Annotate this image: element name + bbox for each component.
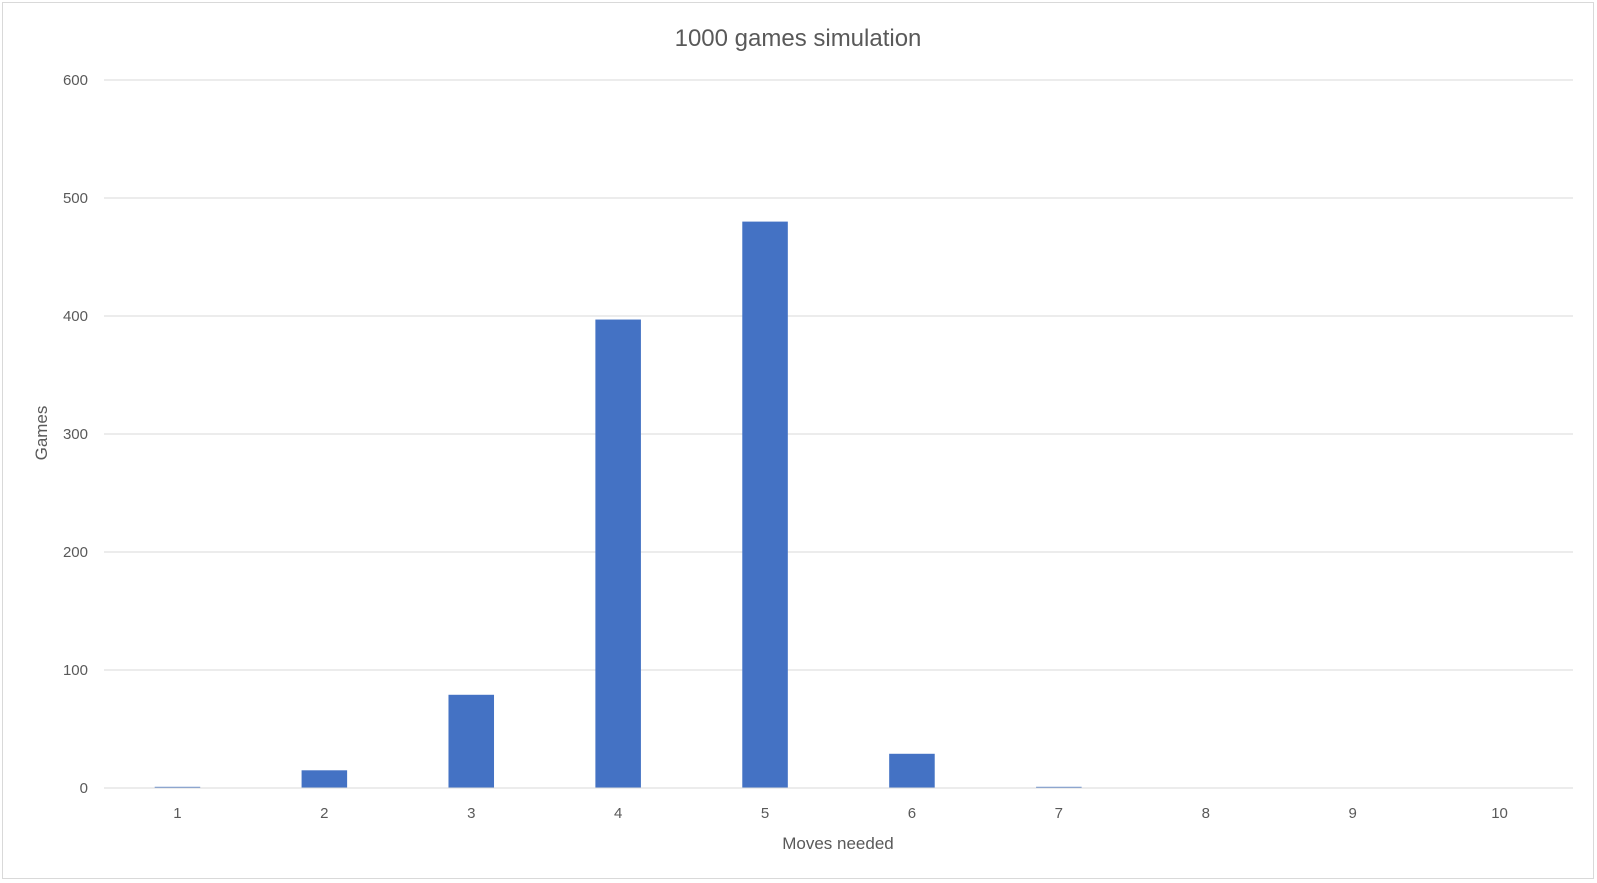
x-axis-label: Moves needed: [782, 834, 894, 853]
x-tick-label: 3: [467, 805, 475, 822]
y-tick-label: 500: [63, 190, 88, 207]
x-tick-label: 4: [614, 805, 622, 822]
y-axis-label: Games: [32, 406, 51, 461]
chart-title: 1000 games simulation: [675, 25, 922, 52]
bar: [595, 319, 641, 788]
y-tick-label: 100: [63, 662, 88, 679]
x-tick-label: 10: [1491, 805, 1508, 822]
bar: [889, 753, 935, 788]
bar: [1036, 786, 1082, 788]
bars: [154, 221, 1082, 789]
x-tick-label: 7: [1055, 805, 1063, 822]
bar: [301, 770, 348, 788]
x-tick-label: 6: [908, 805, 916, 822]
x-tick-label: 5: [761, 805, 769, 822]
y-tick-label: 200: [63, 544, 88, 561]
x-tick-label: 8: [1202, 805, 1210, 822]
x-axis-ticks: 1 2 3 4 5 6 7 8 9 10: [173, 805, 1508, 822]
y-tick-label: 300: [63, 426, 88, 443]
bar: [154, 786, 201, 788]
y-tick-label: 0: [80, 780, 88, 797]
y-tick-label: 600: [63, 72, 88, 89]
x-tick-label: 1: [173, 805, 181, 822]
bar: [448, 694, 495, 788]
y-tick-label: 400: [63, 308, 88, 325]
gridlines: [104, 79, 1573, 671]
y-axis-ticks: 0 100 200 300 400 500 600: [63, 72, 88, 797]
x-tick-label: 2: [320, 805, 328, 822]
bar: [742, 221, 788, 789]
x-tick-label: 9: [1348, 805, 1356, 822]
